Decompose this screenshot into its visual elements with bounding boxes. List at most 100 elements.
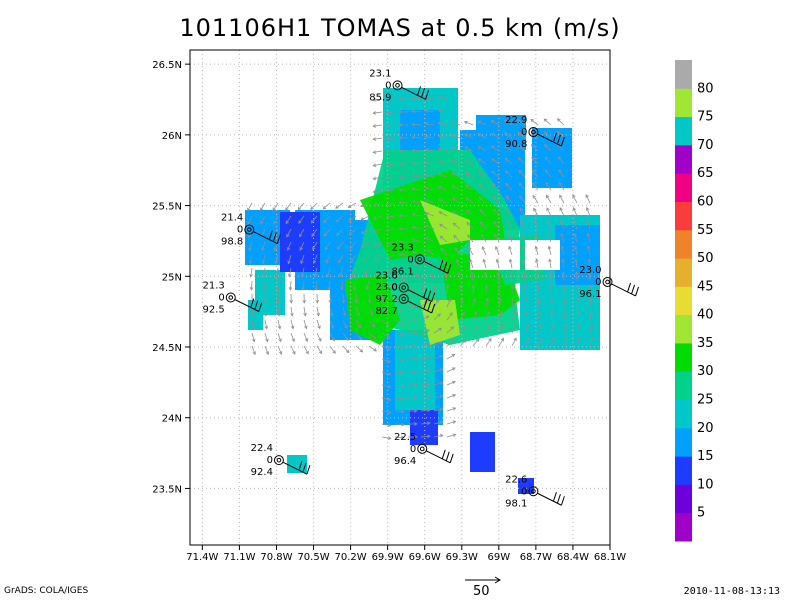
- wind-vector-head: [559, 207, 563, 211]
- wind-vector: [290, 345, 296, 355]
- wind-vector: [373, 228, 383, 233]
- wind-vector: [264, 345, 269, 355]
- wind-vector: [563, 324, 567, 334]
- wind-vector: [310, 215, 318, 224]
- colorbar-label: 60: [697, 194, 714, 209]
- wind-vector: [342, 332, 349, 341]
- wind-vector: [412, 162, 422, 165]
- wind-vector-head: [533, 207, 537, 212]
- wind-vector-head: [276, 300, 280, 304]
- wind-vector: [519, 208, 526, 217]
- wind-vector: [562, 259, 565, 269]
- wind-vector-head: [277, 325, 282, 330]
- swath-core: [420, 200, 470, 245]
- swath-region: [532, 128, 572, 188]
- wind-vector: [350, 254, 357, 263]
- wind-vector-head: [288, 273, 292, 278]
- wind-vector: [559, 207, 565, 217]
- wind-vector-head: [439, 381, 444, 385]
- wind-vector-head: [551, 323, 555, 328]
- wind-vector: [342, 345, 350, 353]
- wind-barb-flag: [423, 288, 428, 298]
- wind-vector-head: [400, 345, 405, 350]
- wind-barb-flag: [441, 449, 446, 459]
- wind-vector-head: [328, 300, 333, 304]
- wind-vector-head: [424, 147, 429, 152]
- wind-vector: [368, 306, 373, 316]
- y-tick-label: 26N: [162, 131, 182, 142]
- wind-vector: [484, 272, 487, 282]
- station-pres: 96.1: [579, 289, 601, 300]
- wind-vector: [465, 172, 474, 178]
- wind-vector-head: [247, 221, 251, 225]
- wind-vector: [412, 226, 422, 230]
- wind-vector-head: [290, 325, 295, 330]
- wind-vector-head: [398, 239, 403, 244]
- wind-vector-head: [503, 132, 508, 136]
- wind-vector-head: [537, 310, 542, 315]
- colorbar-label: 30: [697, 364, 714, 379]
- wind-vector-head: [486, 310, 490, 315]
- colorbar-swatch: [675, 484, 692, 514]
- wind-vector-head: [504, 170, 509, 174]
- wind-vector: [588, 259, 591, 269]
- wind-vector: [446, 326, 454, 334]
- wind-vector-head: [327, 286, 331, 291]
- station-dot: [246, 227, 252, 232]
- x-axis-ticks: 71.4W 71.1W 70.8W 70.5W 70.2W 69.9W 69.6W 69.3W…: [186, 545, 626, 563]
- wind-vector: [442, 260, 448, 269]
- wind-vector-head: [480, 221, 484, 225]
- wind-vector: [386, 215, 396, 218]
- wind-vector-head: [508, 258, 513, 263]
- wind-vector: [497, 272, 500, 282]
- wind-vector-head: [395, 298, 399, 303]
- wind-vector-head: [413, 317, 418, 322]
- wind-vector: [386, 176, 396, 179]
- wind-vector: [453, 235, 461, 243]
- wind-vector: [381, 410, 391, 414]
- station-model: 23.60: [375, 271, 436, 303]
- chart-title: 101106H1 TOMAS at 0.5 km (m/s): [179, 14, 621, 42]
- wind-vector-head: [477, 158, 482, 163]
- wind-vector-head: [437, 313, 442, 317]
- wind-vector: [440, 248, 448, 256]
- wind-vector: [355, 319, 361, 328]
- wind-vector-head: [398, 136, 402, 140]
- wind-vector: [360, 215, 370, 221]
- wind-vector: [324, 241, 331, 250]
- wind-vector-head: [450, 146, 455, 151]
- wind-vector-head: [411, 187, 416, 191]
- wind-vector-head: [506, 208, 510, 212]
- wind-barb-flag: [556, 494, 561, 504]
- wind-vector: [478, 146, 487, 152]
- wind-vector: [303, 319, 307, 329]
- wind-vector: [412, 123, 422, 126]
- wind-vector-head: [248, 247, 252, 252]
- wind-barb-flag: [306, 464, 311, 475]
- wind-vector-head: [452, 420, 457, 424]
- wind-vector-head: [479, 208, 483, 213]
- wind-vector-head: [585, 194, 589, 198]
- wind-vector-head: [437, 134, 442, 139]
- wind-vector-head: [480, 233, 485, 238]
- wind-vector-head: [372, 176, 377, 181]
- wind-vector-head: [310, 219, 315, 224]
- wind-vector: [314, 267, 318, 277]
- wind-vector: [446, 354, 455, 360]
- wind-vector-head: [387, 397, 392, 402]
- reference-vector-label: 50: [473, 584, 490, 599]
- wind-vector: [550, 324, 554, 334]
- colorbar-swatch: [675, 342, 692, 372]
- wind-vector-head: [451, 340, 455, 344]
- wind-vector-head: [589, 310, 593, 315]
- wind-vector-head: [573, 232, 577, 237]
- wind-vector: [273, 215, 279, 224]
- wind-vector: [277, 306, 280, 316]
- wind-vector-head: [461, 311, 465, 316]
- wind-vector: [547, 220, 552, 230]
- wind-vector-head: [424, 199, 429, 203]
- station-circle: [528, 486, 539, 497]
- wind-vector-head: [332, 350, 336, 354]
- wind-vector-head: [512, 310, 516, 315]
